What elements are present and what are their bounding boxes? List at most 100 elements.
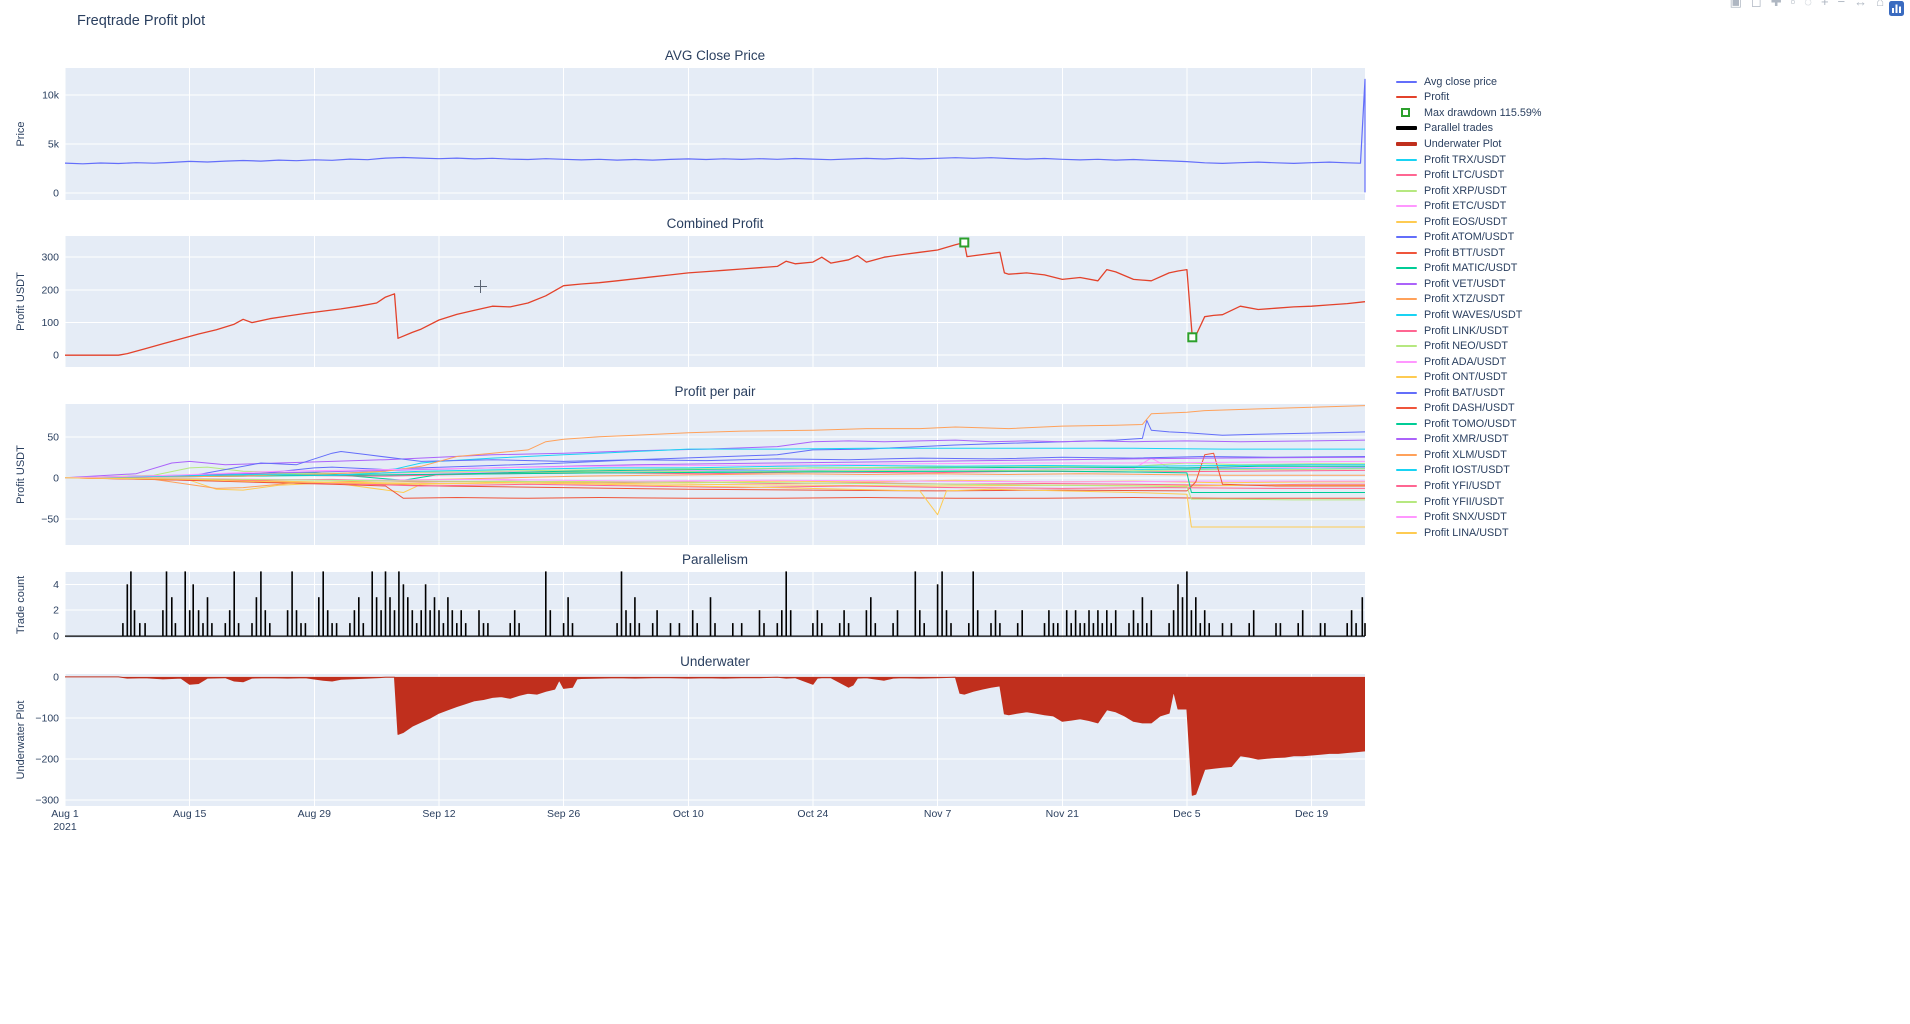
trade-count-bar: [1137, 623, 1139, 636]
trade-count-bar: [456, 623, 458, 636]
legend-item-profit-trx-usdt[interactable]: Profit TRX/USDT: [1396, 152, 1541, 168]
legend-item-profit-iost-usdt[interactable]: Profit IOST/USDT: [1396, 463, 1541, 479]
legend-item-profit-xlm-usdt[interactable]: Profit XLM/USDT: [1396, 447, 1541, 463]
legend-item-profit-xrp-usdt[interactable]: Profit XRP/USDT: [1396, 183, 1541, 199]
legend-item-profit-snx-usdt[interactable]: Profit SNX/USDT: [1396, 509, 1541, 525]
pan-icon[interactable]: ✚: [1770, 0, 1782, 9]
box-select-icon[interactable]: ▫: [1790, 0, 1796, 9]
legend-item-profit-ltc-usdt[interactable]: Profit LTC/USDT: [1396, 167, 1541, 183]
trade-count-bar: [460, 610, 462, 637]
trade-count-bar: [1324, 623, 1326, 636]
legend-item-profit-link-usdt[interactable]: Profit LINK/USDT: [1396, 323, 1541, 339]
trade-count-bar: [1146, 623, 1148, 636]
trade-count-bar: [420, 610, 422, 637]
legend-item-label: Profit LTC/USDT: [1424, 169, 1505, 182]
legend-line-swatch: [1396, 329, 1417, 332]
trade-count-bar: [130, 571, 132, 637]
y-tick-label: −300: [35, 795, 59, 807]
legend-line-swatch: [1396, 141, 1417, 146]
legend-item-profit-vet-usdt[interactable]: Profit VET/USDT: [1396, 276, 1541, 292]
trade-count-bar: [478, 610, 480, 637]
legend-item-parallel-trades[interactable]: Parallel trades: [1396, 121, 1541, 137]
legend-item-profit-btt-usdt[interactable]: Profit BTT/USDT: [1396, 245, 1541, 261]
legend-item-profit-waves-usdt[interactable]: Profit WAVES/USDT: [1396, 307, 1541, 323]
legend-item-profit-tomo-usdt[interactable]: Profit TOMO/USDT: [1396, 416, 1541, 432]
legend-item-profit-atom-usdt[interactable]: Profit ATOM/USDT: [1396, 229, 1541, 245]
legend-item-profit-xmr-usdt[interactable]: Profit XMR/USDT: [1396, 432, 1541, 448]
legend-item-profit-ont-usdt[interactable]: Profit ONT/USDT: [1396, 369, 1541, 385]
plot-area-combined-profit[interactable]: [65, 236, 1365, 367]
legend-item-label: Profit YFI/USDT: [1424, 479, 1502, 492]
trade-count-bar: [144, 623, 146, 636]
trade-count-bar: [375, 597, 378, 636]
legend-item-label: Profit XTZ/USDT: [1424, 293, 1505, 306]
trade-count-bar: [358, 597, 360, 636]
autoscale-icon[interactable]: ↔: [1854, 0, 1868, 9]
x-tick-label: Oct 24: [797, 808, 828, 820]
trade-count-bar: [122, 623, 124, 636]
legend-item-profit-eos-usdt[interactable]: Profit EOS/USDT: [1396, 214, 1541, 230]
trade-count-bar: [1319, 623, 1322, 636]
trade-count-bar: [1230, 623, 1233, 636]
reset-axes-icon[interactable]: ⌂: [1876, 0, 1884, 9]
legend-item-profit-yfi-usdt[interactable]: Profit YFI/USDT: [1396, 478, 1541, 494]
legend-item-max-drawdown-115-59[interactable]: Max drawdown 115.59%: [1396, 105, 1541, 121]
plotly-logo[interactable]: [1889, 1, 1904, 16]
legend-line-swatch: [1396, 251, 1417, 254]
legend-item-profit-yfii-usdt[interactable]: Profit YFII/USDT: [1396, 494, 1541, 510]
legend-item-profit-ada-usdt[interactable]: Profit ADA/USDT: [1396, 354, 1541, 370]
legend-item-profit-neo-usdt[interactable]: Profit NEO/USDT: [1396, 338, 1541, 354]
series-xmr-usdt: [64, 456, 1366, 479]
y-tick-label: 0: [53, 671, 59, 683]
y-tick-label: 4: [53, 579, 59, 591]
series-avg-close-price: [64, 78, 1366, 193]
legend-item-label: Profit XMR/USDT: [1424, 433, 1509, 446]
legend-item-label: Parallel trades: [1424, 122, 1494, 135]
y-tick-label: 300: [41, 252, 59, 264]
legend-item-label: Profit LINK/USDT: [1424, 324, 1509, 337]
legend-item-profit-matic-usdt[interactable]: Profit MATIC/USDT: [1396, 261, 1541, 277]
series-neo-usdt: [64, 462, 1365, 479]
subplot-title-underwater: Underwater: [680, 654, 750, 669]
trade-count-bar: [1361, 597, 1364, 636]
trade-count-bar: [549, 610, 552, 637]
trade-count-bar: [291, 571, 293, 637]
legend-line-swatch: [1396, 484, 1417, 487]
series-ont-usdt: [64, 477, 1365, 487]
zoom-in-icon[interactable]: +: [1820, 0, 1829, 9]
trade-count-bar: [651, 623, 654, 636]
camera-icon[interactable]: ▣: [1729, 0, 1742, 9]
legend-item-avg-close-price[interactable]: Avg close price: [1396, 74, 1541, 90]
series-xrp-usdt: [64, 466, 1366, 479]
trade-count-bar: [1181, 597, 1184, 636]
trade-count-bar: [776, 623, 779, 636]
trade-count-bar: [941, 571, 943, 637]
trade-count-bar: [1190, 610, 1193, 637]
y-axis-label-profit-usdt: Profit USDT: [15, 445, 27, 504]
legend-item-label: Profit: [1424, 91, 1450, 104]
lasso-icon[interactable]: ◌: [1804, 0, 1812, 9]
zoom-icon[interactable]: ◻: [1750, 0, 1762, 9]
legend-item-underwater-plot[interactable]: Underwater Plot: [1396, 136, 1541, 152]
legend-item-profit-dash-usdt[interactable]: Profit DASH/USDT: [1396, 400, 1541, 416]
trade-count-bar: [870, 597, 872, 636]
legend-item-profit-etc-usdt[interactable]: Profit ETC/USDT: [1396, 198, 1541, 214]
legend-item-profit-xtz-usdt[interactable]: Profit XTZ/USDT: [1396, 292, 1541, 308]
legend-item-profit-bat-usdt[interactable]: Profit BAT/USDT: [1396, 385, 1541, 401]
zoom-out-icon[interactable]: −: [1837, 0, 1846, 9]
trade-count-bar: [380, 610, 382, 637]
legend-line-swatch: [1396, 376, 1417, 379]
x-tick-label: Aug 1: [51, 808, 79, 820]
legend-item-profit-lina-usdt[interactable]: Profit LINA/USDT: [1396, 525, 1541, 541]
trade-count-bar: [389, 597, 391, 636]
trade-count-bar: [1052, 623, 1055, 636]
trade-count-bar: [393, 610, 396, 637]
x-tick-label: Dec 5: [1173, 808, 1201, 820]
trade-count-bar: [1199, 623, 1202, 636]
trade-count-bar: [634, 597, 636, 636]
trade-count-bar: [669, 623, 672, 636]
legend-line-swatch: [1396, 189, 1417, 192]
plot-area-avg-close-price[interactable]: [65, 68, 1365, 200]
trade-count-bar: [255, 597, 258, 636]
legend-item-profit[interactable]: Profit: [1396, 90, 1541, 106]
